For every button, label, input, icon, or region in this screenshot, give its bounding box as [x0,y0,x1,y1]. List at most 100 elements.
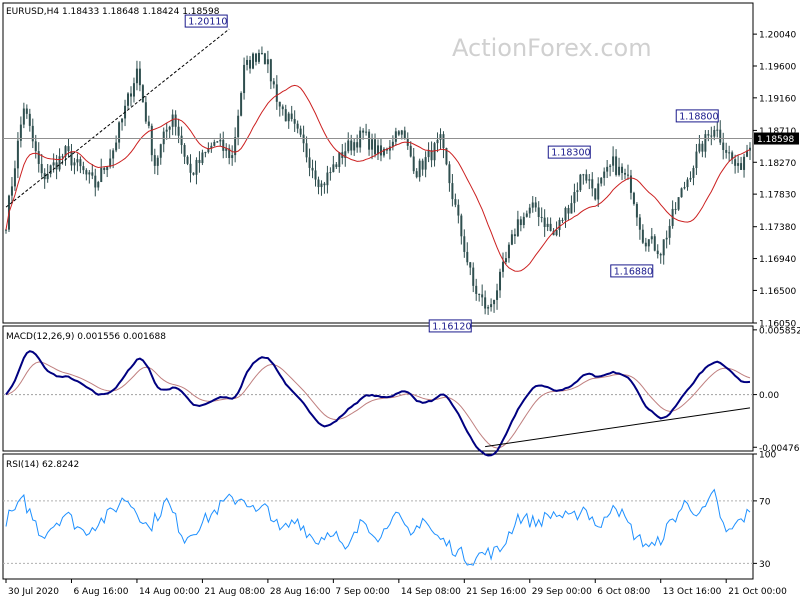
candle-body [344,151,347,158]
candle-body [132,83,135,97]
candle-body [34,141,37,152]
candle-body [519,219,522,226]
candle-body [308,157,311,168]
candle-body [88,172,91,175]
candle-body [225,148,228,151]
candle-body [103,168,106,171]
candle-body [320,183,323,188]
candle-body [728,152,731,154]
candle-body [743,156,746,170]
candle-body [650,236,653,240]
candle-body [507,244,510,259]
candle-body [567,207,570,214]
candle-body [356,142,359,148]
candle-body [546,223,549,227]
macd-line [5,350,751,457]
candle-body [436,139,439,144]
candle-body [624,172,627,175]
candle-body [49,165,52,174]
candle-body [127,93,130,106]
price-axis-tick-label: 1.16050 [759,320,796,330]
candle-body [427,150,430,158]
candle-body [61,156,64,158]
candle-body [281,106,284,110]
candle-body [332,164,335,173]
candle-body [204,152,207,154]
candle-body [537,207,540,217]
candle-body [725,149,728,153]
candle-body [67,146,70,152]
candle-body [570,203,573,214]
candle-body [115,142,118,151]
candle-body [168,126,171,130]
price-annotation-label: 1.16120 [432,321,471,332]
candle-body [305,143,308,158]
candle-body [13,168,16,187]
candle-body [409,145,412,157]
price-axis-tick-label: 1.18710 [759,127,796,137]
candle-body [430,150,433,161]
candle-body [561,219,564,221]
candle-body [746,150,749,157]
candle-body [609,165,612,167]
macd-panel-frame [2,325,754,452]
candle-body [564,207,567,221]
candle-body [594,188,597,200]
candle-body [207,148,210,153]
x-axis-tick-label: 14 Sep 08:00 [401,587,461,597]
x-axis-tick-label: 13 Oct 16:00 [663,587,722,597]
candle-body [70,151,73,166]
candle-body [257,52,260,62]
candle-body [576,190,579,193]
candle-body [582,174,585,176]
candle-body [540,216,543,218]
candle-body [463,236,466,252]
candle-body [692,168,695,178]
candle-body [629,175,632,193]
candle-body [106,166,109,171]
candle-body [644,242,647,247]
candle-body [210,145,213,149]
macd-trendline [485,407,751,448]
price-panel-frame [2,2,754,324]
candle-body [293,118,296,124]
candle-body [701,143,704,152]
candle-body [490,304,493,308]
watermark: ActionForex.com [452,34,652,62]
candle-body [686,179,689,188]
candle-body [487,307,490,309]
candle-body [460,215,463,237]
candle-body [55,162,58,170]
candle-body [156,157,159,166]
x-axis-tick-label: 29 Sep 00:00 [532,587,592,597]
candle-body [121,118,124,123]
candle-body [493,299,496,305]
candle-body [249,59,252,69]
candle-body [504,258,507,263]
macd-axis-tick-label: 0.005852 [759,326,800,336]
candle-body [31,125,34,142]
candle-body [263,53,266,65]
candle-body [510,234,513,245]
candle-body [118,122,121,143]
candle-body [37,151,40,164]
candle-body [165,129,168,132]
candle-body [335,164,338,167]
candle-body [213,141,216,146]
candle-body [177,126,180,136]
price-axis-tick-label: 1.18270 [759,159,796,169]
candle-body [478,293,481,295]
candle-body [162,131,165,145]
candle-body [371,139,374,150]
candle-body [549,223,552,231]
candle-body [329,172,332,174]
candle-body [653,236,656,251]
candle-body [40,163,43,174]
price-annotation-label: 1.18300 [551,148,590,159]
candle-body [287,113,290,122]
price-trendline [5,28,230,208]
price-axis-tick-label: 1.19160 [759,94,796,104]
candle-body [606,166,609,172]
candle-body [641,229,644,243]
